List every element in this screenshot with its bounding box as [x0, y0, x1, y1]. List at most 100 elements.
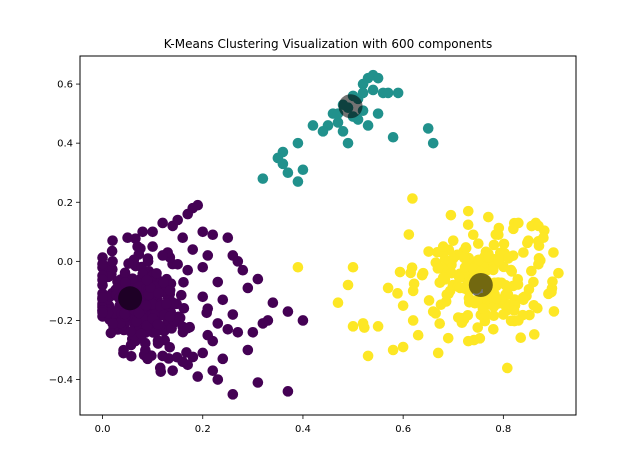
data-point-cluster-3 [460, 242, 472, 253]
data-point-cluster-2 [372, 108, 384, 119]
data-point-cluster-2 [277, 158, 289, 170]
data-point-cluster-3 [503, 253, 514, 264]
data-point-cluster-1 [107, 256, 118, 267]
data-point-cluster-1 [197, 347, 209, 359]
data-point-cluster-1 [297, 315, 309, 326]
data-point-cluster-3 [445, 209, 457, 221]
data-point-cluster-1 [197, 261, 209, 273]
y-tick-label: 0.2 [57, 198, 73, 209]
data-point-cluster-2 [307, 120, 319, 131]
data-point-cluster-1 [153, 287, 165, 299]
cluster-center-1 [118, 286, 143, 311]
data-point-cluster-1 [182, 264, 194, 276]
data-point-cluster-1 [131, 316, 142, 327]
data-point-cluster-3 [462, 309, 474, 321]
data-point-cluster-3 [518, 294, 529, 306]
data-point-cluster-1 [122, 232, 133, 244]
data-point-cluster-3 [462, 205, 474, 217]
data-point-cluster-2 [362, 120, 374, 131]
data-point-cluster-3 [459, 262, 471, 273]
data-point-cluster-3 [493, 255, 505, 266]
data-point-cluster-1 [142, 353, 153, 365]
data-point-cluster-3 [392, 288, 403, 299]
data-point-cluster-1 [152, 338, 164, 349]
data-point-cluster-3 [423, 295, 435, 306]
data-point-cluster-1 [182, 322, 193, 334]
data-point-cluster-1 [125, 326, 136, 337]
data-point-cluster-3 [548, 247, 559, 258]
data-point-cluster-3 [412, 329, 424, 341]
data-point-cluster-3 [463, 292, 475, 304]
data-point-cluster-3 [491, 293, 502, 304]
data-point-cluster-1 [157, 217, 168, 229]
data-point-cluster-2 [357, 78, 369, 90]
data-point-cluster-1 [157, 350, 168, 362]
data-point-cluster-1 [151, 268, 162, 279]
data-point-cluster-3 [502, 362, 513, 374]
data-point-cluster-3 [459, 252, 470, 264]
data-point-cluster-1 [118, 347, 129, 359]
data-point-cluster-3 [405, 267, 416, 279]
data-point-cluster-1 [212, 374, 224, 385]
data-point-cluster-3 [505, 264, 517, 276]
data-point-cluster-1 [119, 308, 130, 320]
data-point-cluster-2 [367, 84, 379, 96]
data-point-cluster-1 [158, 277, 169, 288]
data-point-cluster-3 [528, 329, 540, 340]
data-point-cluster-1 [147, 226, 158, 238]
data-point-cluster-3 [512, 279, 524, 290]
data-point-cluster-3 [432, 263, 444, 274]
data-point-cluster-3 [483, 251, 495, 263]
data-point-cluster-3 [508, 305, 520, 316]
data-point-cluster-3 [498, 309, 509, 320]
data-point-cluster-3 [394, 266, 406, 278]
data-point-cluster-2 [387, 131, 399, 143]
data-point-cluster-3 [382, 282, 394, 294]
data-point-cluster-1 [164, 285, 176, 296]
data-point-cluster-1 [119, 267, 131, 279]
data-point-cluster-3 [548, 306, 560, 317]
data-point-cluster-2 [317, 126, 329, 137]
data-point-cluster-2 [297, 164, 309, 176]
data-point-cluster-3 [488, 310, 500, 322]
data-point-cluster-2 [427, 137, 439, 149]
data-point-cluster-3 [437, 241, 449, 252]
data-point-cluster-3 [528, 300, 540, 311]
data-point-cluster-1 [252, 273, 264, 285]
data-point-cluster-1 [97, 292, 108, 303]
data-point-cluster-1 [172, 259, 183, 270]
data-point-cluster-3 [538, 232, 549, 244]
data-point-cluster-2 [337, 126, 349, 137]
data-point-cluster-1 [217, 294, 229, 306]
data-point-cluster-3 [533, 240, 545, 252]
data-point-cluster-1 [178, 276, 189, 288]
data-point-cluster-1 [105, 327, 117, 339]
data-point-cluster-1 [135, 328, 147, 340]
data-point-cluster-3 [498, 238, 510, 250]
data-point-cluster-3 [533, 220, 544, 232]
data-point-cluster-3 [407, 315, 419, 326]
data-point-cluster-1 [133, 307, 145, 319]
y-tick-label: 0.0 [57, 257, 73, 268]
data-point-cluster-1 [97, 258, 108, 270]
data-point-cluster-3 [435, 299, 447, 310]
data-point-cluster-3 [526, 265, 537, 277]
data-point-cluster-3 [417, 267, 429, 279]
data-point-cluster-2 [357, 87, 369, 99]
data-point-cluster-1 [252, 377, 264, 388]
data-point-cluster-1 [107, 318, 119, 329]
data-point-cluster-3 [397, 300, 409, 311]
data-point-cluster-2 [342, 137, 354, 149]
data-point-cluster-1 [177, 356, 189, 368]
data-point-cluster-3 [553, 267, 564, 279]
data-point-cluster-2 [292, 137, 304, 149]
data-point-cluster-2 [372, 72, 384, 84]
data-point-cluster-1 [232, 256, 244, 267]
data-point-cluster-1 [157, 250, 168, 261]
data-point-cluster-1 [107, 235, 118, 246]
data-point-cluster-3 [372, 321, 384, 332]
data-point-cluster-3 [523, 235, 534, 246]
data-point-cluster-3 [471, 294, 483, 306]
centers-layer [118, 94, 493, 311]
data-point-cluster-3 [403, 229, 415, 240]
